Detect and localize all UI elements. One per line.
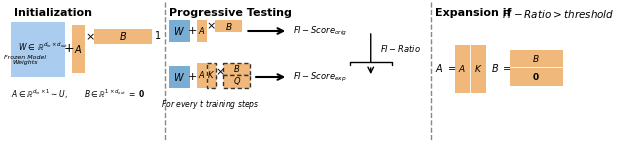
Text: $A$: $A$	[74, 43, 83, 55]
Text: $B$: $B$	[225, 20, 233, 31]
Text: $K$: $K$	[474, 63, 483, 75]
FancyBboxPatch shape	[509, 50, 563, 68]
Text: $Q$: $Q$	[232, 75, 241, 87]
Text: +: +	[188, 26, 198, 36]
Text: $W \in\ \mathbb{R}^{d_{in}\times d_{out}}$: $W \in\ \mathbb{R}^{d_{in}\times d_{out}…	[18, 41, 68, 53]
Text: $B\ =$: $B\ =$	[492, 62, 512, 74]
FancyBboxPatch shape	[207, 63, 216, 88]
Text: Progressive Testing: Progressive Testing	[168, 8, 291, 18]
Text: $FI-Score_{orig}$: $FI-Score_{orig}$	[293, 24, 348, 38]
Text: $\times$: $\times$	[205, 21, 215, 31]
Text: $W$: $W$	[173, 25, 186, 37]
Text: $FI-Ratio$: $FI-Ratio$	[380, 43, 421, 54]
Text: Frozen Model
Weights: Frozen Model Weights	[4, 55, 46, 65]
FancyBboxPatch shape	[455, 45, 471, 93]
Text: $\times$: $\times$	[85, 32, 95, 42]
FancyBboxPatch shape	[471, 45, 486, 93]
Text: $B \in \mathbb{R}^{1\times d_{out}}\ =\ \mathbf{0}$: $B \in \mathbb{R}^{1\times d_{out}}\ =\ …	[84, 88, 146, 100]
FancyBboxPatch shape	[215, 20, 243, 32]
Text: $B$: $B$	[119, 30, 127, 42]
FancyBboxPatch shape	[94, 29, 152, 44]
Text: $A \in \mathbb{R}^{d_{in}\times 1} \sim U,$: $A \in \mathbb{R}^{d_{in}\times 1} \sim …	[11, 88, 68, 101]
Text: $K$: $K$	[207, 69, 216, 81]
Text: $W$: $W$	[173, 71, 186, 83]
Text: $FI-Ratio > threshold$: $FI-Ratio > threshold$	[502, 8, 614, 20]
FancyBboxPatch shape	[509, 68, 563, 86]
FancyBboxPatch shape	[168, 66, 190, 88]
FancyBboxPatch shape	[72, 25, 85, 73]
Text: +: +	[63, 42, 74, 55]
FancyBboxPatch shape	[223, 75, 250, 88]
Text: $A\ =$: $A\ =$	[435, 62, 456, 74]
Text: Initialization: Initialization	[14, 8, 92, 18]
Text: Expansion if: Expansion if	[435, 8, 515, 18]
Text: +: +	[188, 72, 198, 82]
Text: $\it{For\ every\ t\ training\ steps}$: $\it{For\ every\ t\ training\ steps}$	[161, 98, 260, 111]
FancyBboxPatch shape	[11, 22, 65, 77]
FancyBboxPatch shape	[223, 63, 250, 75]
Text: 1: 1	[155, 31, 161, 41]
Text: $A$: $A$	[198, 25, 205, 36]
FancyBboxPatch shape	[197, 20, 207, 42]
Text: $\times$: $\times$	[215, 67, 225, 77]
Text: $B$: $B$	[233, 63, 240, 75]
Text: $A$: $A$	[458, 63, 466, 75]
Text: $\mathbf{0}$: $\mathbf{0}$	[532, 72, 540, 83]
Text: $A$: $A$	[198, 69, 205, 81]
Text: $B$: $B$	[532, 53, 540, 64]
Text: $FI-Score_{exp}$: $FI-Score_{exp}$	[293, 70, 347, 84]
FancyBboxPatch shape	[197, 63, 207, 88]
FancyBboxPatch shape	[168, 20, 190, 42]
